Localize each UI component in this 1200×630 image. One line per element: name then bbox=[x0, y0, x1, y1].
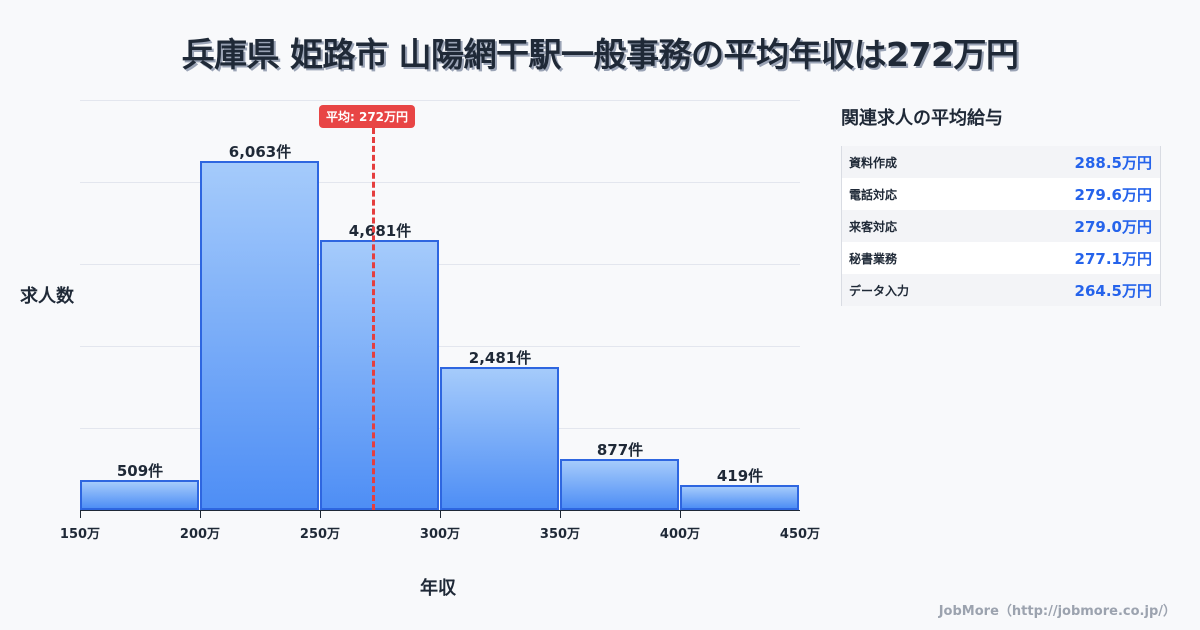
related-value: 279.6万円 bbox=[1074, 185, 1152, 204]
related-name: 来客対応 bbox=[849, 219, 898, 234]
bar-value-label: 4,681件 bbox=[348, 222, 412, 240]
related-row: 電話対応 279.6万円 bbox=[842, 178, 1160, 210]
mean-badge: 平均: 272万円 bbox=[319, 105, 416, 128]
bar-value-label: 509件 bbox=[116, 462, 164, 480]
bar-250-300 bbox=[320, 240, 439, 510]
bar-value-label: 877件 bbox=[596, 441, 644, 459]
related-value: 277.1万円 bbox=[1074, 249, 1152, 268]
related-title: 関連求人の平均給与 bbox=[841, 108, 1003, 129]
related-row: 来客対応 279.0万円 bbox=[842, 210, 1160, 242]
related-name: 秘書業務 bbox=[849, 251, 898, 266]
gridline bbox=[80, 264, 800, 265]
x-tick bbox=[320, 510, 321, 518]
related-name: 電話対応 bbox=[849, 187, 898, 202]
bar-400-450 bbox=[680, 485, 799, 510]
x-tick-label: 300万 bbox=[419, 527, 461, 542]
gridline bbox=[80, 100, 800, 101]
bar-value-label: 2,481件 bbox=[468, 349, 532, 367]
related-value: 288.5万円 bbox=[1074, 153, 1152, 172]
gridline bbox=[80, 346, 800, 347]
related-row: データ入力 264.5万円 bbox=[842, 274, 1160, 306]
y-axis-label: 求人数 bbox=[20, 286, 74, 307]
x-tick-label: 400万 bbox=[659, 527, 701, 542]
gridline bbox=[80, 182, 800, 183]
x-tick bbox=[560, 510, 561, 518]
credit-link[interactable]: JobMore（http://jobmore.co.jp/） bbox=[938, 604, 1176, 619]
x-axis-label: 年収 bbox=[420, 578, 456, 599]
page-title: 兵庫県 姫路市 山陽網干駅一般事務の平均年収は272万円 bbox=[181, 35, 1019, 74]
x-tick-label: 350万 bbox=[539, 527, 581, 542]
x-tick-label: 150万 bbox=[59, 527, 101, 542]
bar-300-350 bbox=[440, 367, 559, 510]
x-tick bbox=[440, 510, 441, 518]
x-tick-label: 450万 bbox=[779, 527, 821, 542]
x-tick bbox=[200, 510, 201, 518]
x-tick-label: 250万 bbox=[299, 527, 341, 542]
related-value: 279.0万円 bbox=[1074, 217, 1152, 236]
bar-200-250 bbox=[200, 161, 319, 510]
related-table: 資料作成 288.5万円 電話対応 279.6万円 来客対応 279.0万円 秘… bbox=[841, 146, 1161, 306]
bar-value-label: 419件 bbox=[716, 467, 764, 485]
bar-150-200 bbox=[80, 480, 199, 510]
related-value: 264.5万円 bbox=[1074, 281, 1152, 300]
related-name: データ入力 bbox=[849, 283, 910, 298]
x-tick-label: 200万 bbox=[179, 527, 221, 542]
related-name: 資料作成 bbox=[849, 155, 898, 170]
mean-line bbox=[372, 128, 375, 510]
bar-350-400 bbox=[560, 459, 679, 510]
related-row: 資料作成 288.5万円 bbox=[842, 146, 1160, 178]
bar-value-label: 6,063件 bbox=[228, 143, 292, 161]
histogram-plot: 509件 6,063件 4,681件 2,481件 877件 419件 bbox=[80, 100, 800, 510]
x-tick bbox=[80, 510, 81, 518]
related-row: 秘書業務 277.1万円 bbox=[842, 242, 1160, 274]
x-tick bbox=[680, 510, 681, 518]
